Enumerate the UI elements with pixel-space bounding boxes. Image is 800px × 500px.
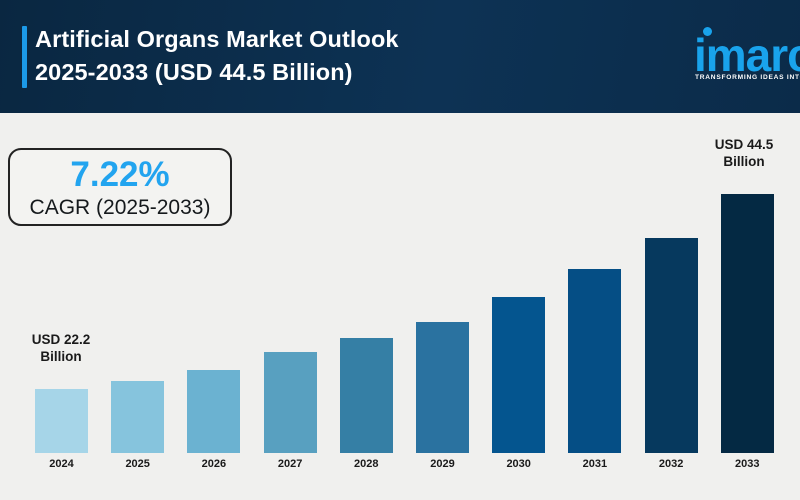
- start-value-line2: Billion: [40, 349, 82, 364]
- logo-wordmark: imarc: [694, 29, 800, 81]
- cagr-value: 7.22%: [70, 155, 170, 194]
- end-value-line1: USD 44.5: [714, 137, 774, 152]
- start-value-callout: USD 22.2 Billion: [9, 331, 113, 365]
- header-banner: Artificial Organs Market Outlook 2025-20…: [0, 0, 800, 113]
- bar-2029: [416, 322, 469, 453]
- x-axis-label-2032: 2032: [658, 458, 684, 470]
- page-title-line2: 2025-2033 (USD 44.5 Billion): [35, 59, 353, 85]
- page-title-line1: Artificial Organs Market Outlook: [35, 26, 399, 52]
- x-axis-label-2031: 2031: [582, 458, 608, 470]
- bar-2030: [492, 297, 546, 453]
- bar-2026: [187, 370, 241, 453]
- cagr-label: CAGR (2025-2033): [29, 196, 211, 219]
- x-axis-label-2026: 2026: [201, 458, 227, 470]
- header-accent-bar: [22, 26, 27, 88]
- end-value-line2: Billion: [723, 154, 765, 169]
- page-title: Artificial Organs Market Outlook 2025-20…: [35, 23, 655, 89]
- bar-2033: [720, 194, 774, 453]
- logo-dot-icon: [703, 27, 712, 36]
- bar-2031: [568, 269, 622, 453]
- x-axis-label-2028: 2028: [354, 458, 379, 470]
- bar-2024: [35, 389, 88, 453]
- start-value-line1: USD 22.2: [31, 332, 91, 347]
- x-axis-label-2030: 2030: [506, 458, 531, 470]
- imarc-logo: imarc TRANSFORMING IDEAS INTO IMPACT: [694, 22, 800, 92]
- x-axis-label-2033: 2033: [735, 458, 760, 470]
- bar-2032: [644, 238, 698, 453]
- end-value-callout: USD 44.5 Billion: [690, 136, 798, 170]
- bar-2025: [111, 381, 165, 453]
- cagr-callout-box: 7.22% CAGR (2025-2033): [8, 148, 232, 226]
- x-axis-label-2024: 2024: [49, 458, 74, 470]
- x-axis-label-2025: 2025: [125, 458, 150, 470]
- bar-2028: [339, 338, 393, 453]
- x-axis-label-2029: 2029: [430, 458, 455, 470]
- x-axis-label-2027: 2027: [277, 458, 303, 470]
- logo-tagline: TRANSFORMING IDEAS INTO IMPACT: [695, 74, 800, 81]
- bar-2027: [263, 352, 317, 453]
